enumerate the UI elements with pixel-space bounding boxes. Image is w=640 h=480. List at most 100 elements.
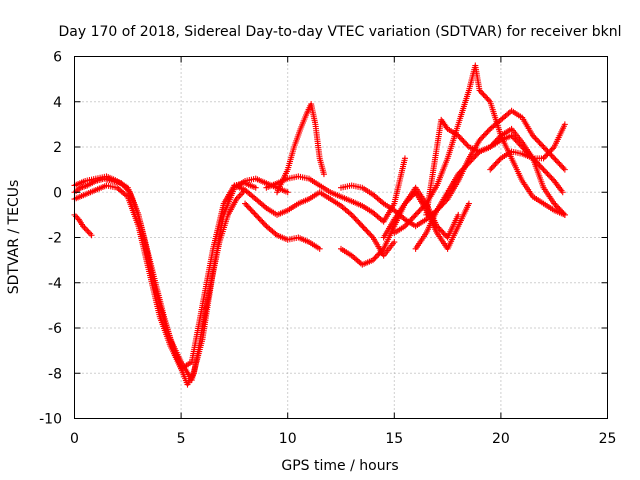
data-point [539,142,546,149]
data-point [405,218,412,225]
data-point [509,134,516,141]
data-point [464,161,471,168]
data-point [351,214,358,221]
data-point [377,248,384,255]
data-point [349,213,356,220]
y-tick-label: -10 [39,412,62,428]
data-point [560,165,567,172]
data-point [242,200,249,207]
data-point [391,239,398,246]
data-point [521,146,528,153]
plot-frame [74,56,608,419]
data-point [545,149,552,156]
data-point [247,206,254,213]
data-point [455,132,462,139]
data-point [407,217,414,224]
data-point [543,152,550,159]
data-point [407,194,414,201]
data-point [465,159,472,166]
data-point [492,160,499,167]
data-point [483,94,490,101]
series-satellite-track-15 [380,189,472,252]
data-point [457,168,464,175]
x-tick-label: 20 [492,431,510,447]
data-point [477,88,484,95]
y-tick-label: 0 [53,185,62,201]
data-point [316,245,323,252]
data-point [417,206,424,213]
data-point [84,227,91,234]
y-tick-label: -6 [48,321,62,337]
x-tick-label: 5 [177,431,186,447]
data-point [360,224,367,231]
x-axis-label: GPS time / hours [281,458,398,474]
data-point [469,155,476,162]
data-point [473,151,480,158]
data-point [252,184,259,191]
data-point [491,162,498,169]
data-point [472,152,479,159]
data-point [540,144,547,150]
data-point [541,168,548,175]
data-point [408,216,415,223]
data-point [485,127,492,134]
y-axis-label: SDTVAR / TECUs [6,180,22,295]
data-point [371,255,378,262]
data-point [457,135,464,142]
data-point [548,175,555,182]
chart-title: Day 170 of 2018, Sidereal Day-to-day VTE… [59,24,622,40]
data-point [440,230,447,237]
data-point [456,169,463,176]
data-point [260,220,267,227]
data-point [488,165,495,172]
data-point [508,132,515,139]
data-point [548,146,555,153]
data-point [556,160,563,167]
data-point [258,217,265,224]
data-point [483,130,490,137]
data-point [487,166,494,173]
data-point [548,152,555,159]
data-point [540,166,547,173]
data-point [375,251,382,258]
data-point [403,199,410,206]
series-satellite-track-06 [242,200,323,252]
data-point [465,200,472,207]
data-point [537,141,544,148]
data-point [459,136,466,143]
data-point [255,214,262,221]
data-point [401,155,408,162]
x-tick-labels: 0 5 10 15 20 25 [70,431,616,447]
data-point [405,196,412,203]
data-point [493,159,500,166]
data-point [259,218,266,225]
data-point [363,227,370,234]
data-point [543,169,550,176]
data-point [479,134,486,141]
data-point [520,145,527,152]
data-point [460,138,467,145]
data-point [544,151,551,158]
data-point [552,201,559,208]
data-point [411,213,418,220]
data-point [246,204,253,211]
data-point [409,214,416,221]
data-point [379,247,386,254]
data-point [481,131,488,138]
data-point [455,171,462,178]
data-point [437,227,444,234]
data-point [357,221,364,228]
data-point [456,134,463,141]
data-point [529,132,536,139]
data-point [557,207,564,214]
data-point [477,135,484,142]
y-tick-label: -4 [48,276,62,292]
data-point [412,211,419,218]
data-point [531,156,538,163]
data-point [511,135,518,142]
data-point [540,155,547,162]
y-tick-label: 4 [53,95,62,111]
data-point [415,209,422,216]
data-point [495,158,502,165]
data-point [544,170,551,177]
